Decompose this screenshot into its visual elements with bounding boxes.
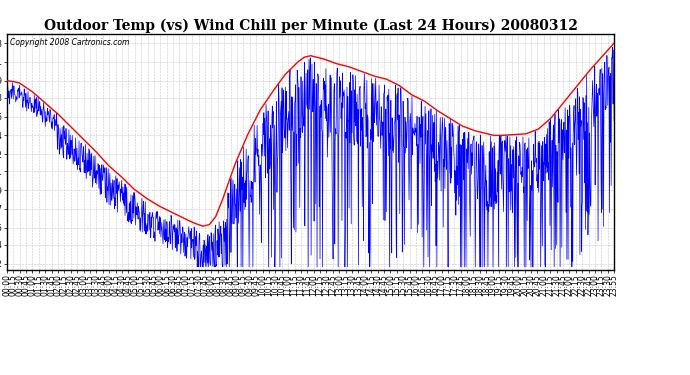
Text: Copyright 2008 Cartronics.com: Copyright 2008 Cartronics.com [10, 39, 129, 48]
Title: Outdoor Temp (vs) Wind Chill per Minute (Last 24 Hours) 20080312: Outdoor Temp (vs) Wind Chill per Minute … [43, 18, 578, 33]
